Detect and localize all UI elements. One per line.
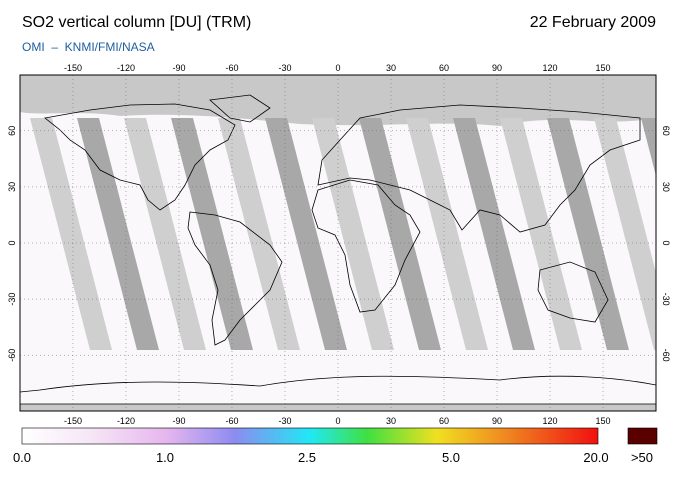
swath (641, 118, 656, 176)
north-america (44, 103, 236, 211)
overflow-label: >50 (631, 450, 653, 465)
lat-label-left: 30 (7, 182, 17, 192)
lon-label-top: -150 (64, 63, 82, 73)
lon-label-bottom: 90 (492, 416, 502, 426)
lon-label-top: 60 (439, 63, 449, 73)
lon-label-bottom: 120 (543, 416, 558, 426)
date: 22 February 2009 (530, 14, 656, 31)
lon-label-top: 90 (492, 63, 502, 73)
swath (171, 118, 253, 350)
lon-label-bottom: -30 (278, 416, 291, 426)
lon-label-bottom: 0 (335, 416, 340, 426)
eurasia (317, 104, 641, 233)
colorbar-label: 0.0 (13, 450, 31, 465)
lon-label-top: -60 (225, 63, 238, 73)
lon-label-top: 0 (335, 63, 340, 73)
swath (500, 118, 582, 350)
lat-label-right: -60 (661, 349, 671, 362)
lat-label-right: 0 (661, 240, 671, 245)
colorbar (21, 427, 599, 445)
colorbar-label: 1.0 (156, 450, 174, 465)
swath (265, 118, 347, 350)
greenland (209, 94, 271, 123)
swath (312, 118, 394, 350)
lon-label-top: -120 (117, 63, 135, 73)
lat-label-left: 60 (7, 126, 17, 136)
lon-label-bottom: 30 (386, 416, 396, 426)
lon-label-top: 120 (543, 63, 558, 73)
map-area (20, 75, 656, 411)
swaths (30, 118, 656, 350)
coastlines (20, 94, 656, 405)
lon-label-top: -90 (172, 63, 185, 73)
lat-label-right: -30 (661, 293, 671, 306)
lon-label-top: -30 (278, 63, 291, 73)
lon-label-bottom: -150 (64, 416, 82, 426)
lat-label-right: 30 (661, 182, 671, 192)
swath (218, 118, 300, 350)
colorbar-labels: 0.0 1.0 2.5 5.0 20.0 (13, 450, 609, 465)
colorbar-label: 2.5 (298, 450, 316, 465)
map-frame (19, 74, 657, 412)
lat-label-left: -60 (7, 349, 17, 362)
lon-label-bottom: 60 (439, 416, 449, 426)
title: SO2 vertical column [DU] (TRM) (22, 14, 251, 31)
antarctica (20, 375, 656, 405)
lon-label-top: 30 (386, 63, 396, 73)
subtitle: OMI – KNMI/FMI/NASA (22, 40, 155, 54)
lat-label-left: -30 (7, 293, 17, 306)
swath (547, 118, 629, 350)
tick-labels: -150 -150 -120 -120 -90 -90 -60 -60 -30 -30 0 0 30 30… (7, 63, 671, 426)
colorbar-label: 20.0 (583, 450, 608, 465)
swath (124, 118, 206, 350)
colorbar-label: 5.0 (442, 450, 460, 465)
lon-label-bottom: -60 (225, 416, 238, 426)
swath (453, 118, 535, 350)
swath (594, 118, 656, 350)
south-america (187, 211, 283, 346)
lon-label-bottom: 150 (596, 416, 611, 426)
colorbar-overflow (627, 427, 658, 445)
swath (406, 118, 488, 350)
lat-label-right: 60 (661, 126, 671, 136)
lon-label-bottom: -90 (172, 416, 185, 426)
lon-label-top: 150 (596, 63, 611, 73)
swath (77, 118, 159, 350)
africa (311, 179, 421, 313)
australia (537, 261, 609, 323)
swath (30, 118, 112, 350)
lon-label-bottom: -120 (117, 416, 135, 426)
lat-label-left: 0 (7, 240, 17, 245)
graticule (20, 75, 656, 411)
swath (359, 118, 441, 350)
